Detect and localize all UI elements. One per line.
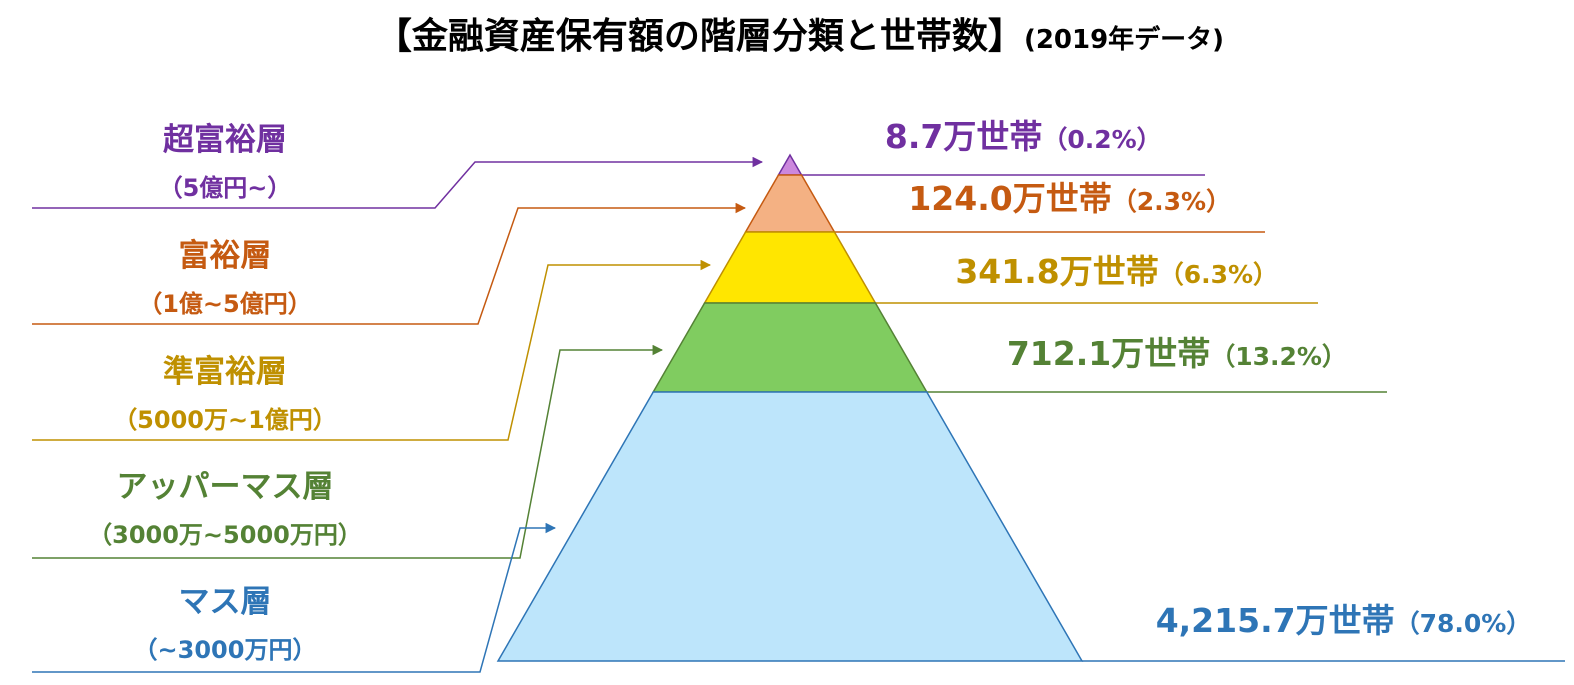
household-count: 712.1万世帯 bbox=[1007, 334, 1210, 373]
layer-range: （5億円~） bbox=[159, 174, 292, 202]
household-label: 712.1万世帯（13.2%） bbox=[1007, 334, 1347, 373]
layer-name: マス層 bbox=[179, 584, 272, 620]
household-count: 4,215.7万世帯 bbox=[1156, 601, 1395, 640]
household-count: 124.0万世帯 bbox=[908, 179, 1111, 218]
pyramid-layer bbox=[496, 391, 1084, 662]
pyramid-layer bbox=[744, 174, 836, 233]
layer-range: （3000万~5000万円） bbox=[88, 521, 362, 549]
layer-name: 超富裕層 bbox=[163, 122, 287, 158]
pyramid-layer bbox=[777, 153, 803, 176]
household-share: （78.0%） bbox=[1395, 609, 1532, 638]
pyramid-layer bbox=[703, 231, 877, 304]
title-main: 【金融資産保有額の階層分類と世帯数】 bbox=[376, 15, 1024, 57]
leader-line bbox=[32, 344, 664, 559]
layer-name: アッパーマス層 bbox=[117, 469, 334, 505]
household-label: 8.7万世帯（0.2%） bbox=[885, 117, 1162, 156]
title: 【金融資産保有額の階層分類と世帯数】(2019年データ) bbox=[376, 15, 1224, 57]
household-share: （6.3%） bbox=[1159, 260, 1278, 289]
household-count: 341.8万世帯 bbox=[955, 252, 1158, 291]
household-label: 124.0万世帯（2.3%） bbox=[908, 179, 1231, 218]
layer-range: （1億~5億円） bbox=[138, 290, 312, 318]
layer-range: （~3000万円） bbox=[134, 636, 317, 664]
household-label: 4,215.7万世帯（78.0%） bbox=[1156, 601, 1532, 640]
household-share: （0.2%） bbox=[1042, 125, 1161, 154]
household-count: 8.7万世帯 bbox=[885, 117, 1042, 156]
leader-line bbox=[32, 259, 712, 441]
layer-name: 富裕層 bbox=[179, 238, 272, 274]
title-sub: (2019年データ) bbox=[1024, 24, 1224, 55]
layer-range: （5000万~1億円） bbox=[113, 406, 337, 434]
layer-name: 準富裕層 bbox=[163, 354, 287, 390]
leader-line bbox=[32, 522, 557, 673]
household-share: （13.2%） bbox=[1210, 342, 1347, 371]
household-label: 341.8万世帯（6.3%） bbox=[955, 252, 1278, 291]
leader-line bbox=[32, 156, 764, 209]
household-share: （2.3%） bbox=[1112, 187, 1231, 216]
leader-line bbox=[32, 202, 747, 325]
pyramid-layer bbox=[651, 302, 929, 393]
